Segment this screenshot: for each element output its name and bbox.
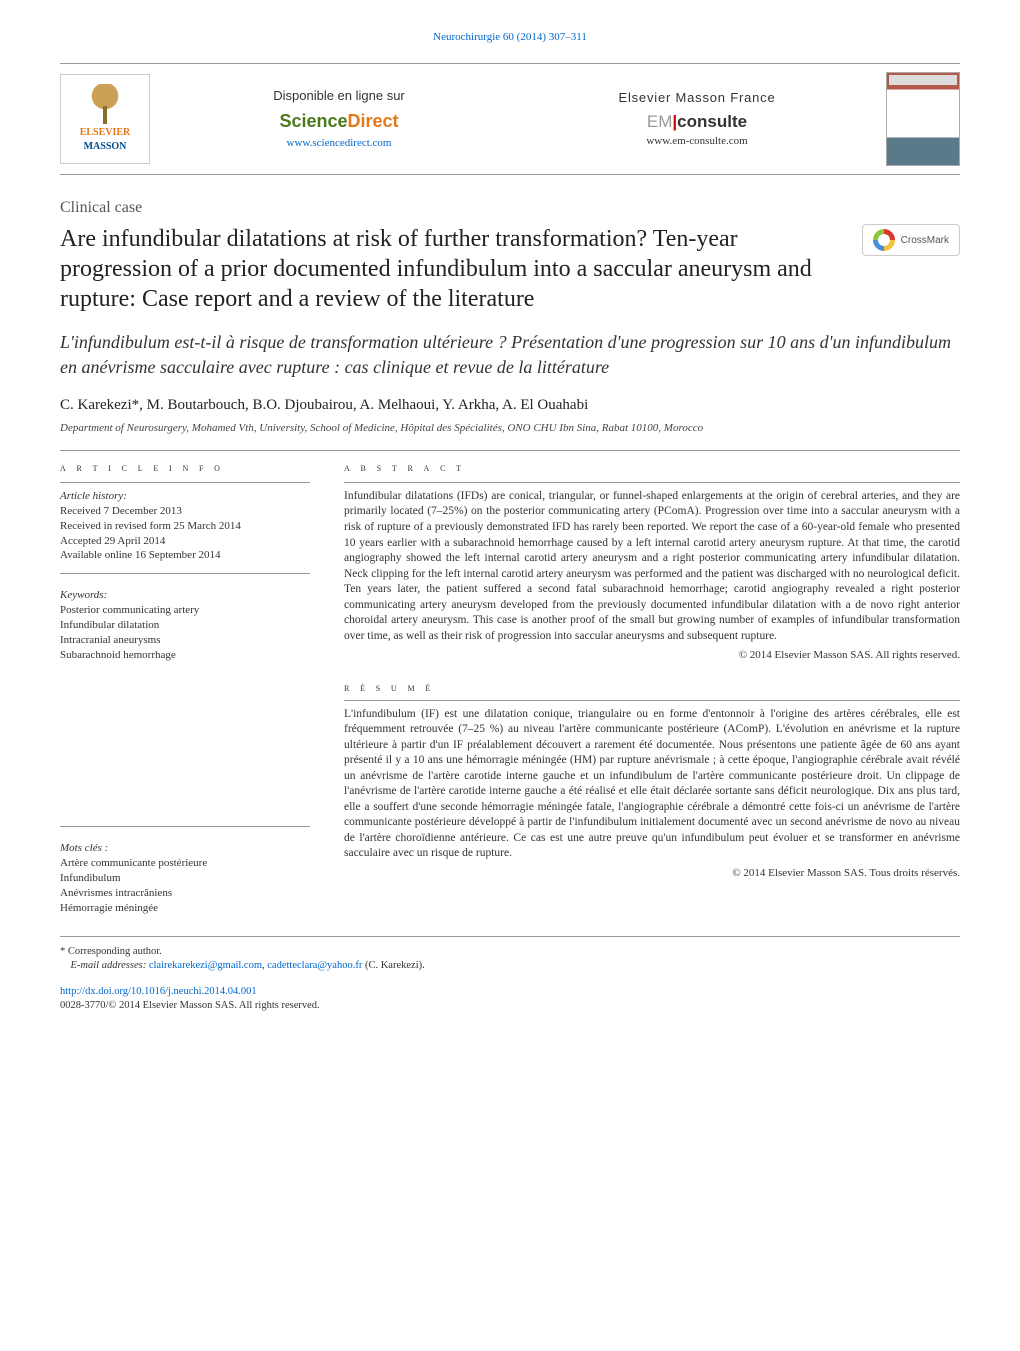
doi-link[interactable]: http://dx.doi.org/10.1016/j.neuchi.2014.… (60, 986, 257, 997)
corr-email-1[interactable]: clairekarekezi@gmail.com (149, 960, 262, 971)
emconsulte-url[interactable]: www.em-consulte.com (528, 134, 866, 149)
crossmark-label: CrossMark (901, 234, 949, 248)
article-title-french: L'infundibulum est-t-il à risque de tran… (60, 330, 960, 379)
article-info-label: a r t i c l e i n f o (60, 461, 310, 476)
doi-block: http://dx.doi.org/10.1016/j.neuchi.2014.… (60, 985, 960, 999)
emconsulte-block: Elsevier Masson France EM|consulte www.e… (528, 89, 866, 148)
affiliation: Department of Neurosurgery, Mohamed Vth,… (60, 421, 960, 436)
crossmark-icon (873, 229, 895, 251)
article-history: Article history: Received 7 December 201… (60, 489, 310, 563)
abstract-french: L'infundibulum (IF) est une dilatation c… (344, 707, 960, 862)
elsevier-masson-logo: ELSEVIER MASSON (60, 74, 150, 164)
sd-science: Science (279, 111, 347, 131)
em-prefix: EM (647, 112, 673, 131)
article-type: Clinical case (60, 197, 960, 219)
header-band: ELSEVIER MASSON Disponible en ligne sur … (60, 63, 960, 175)
corresponding-star: * Corresponding author. (60, 946, 162, 957)
keywords-list: Posterior communicating artery Infundibu… (60, 603, 310, 662)
history-revised: Received in revised form 25 March 2014 (60, 519, 310, 534)
emconsulte-logo[interactable]: EM|consulte (528, 111, 866, 134)
abstract-column: a b s t r a c t Infundibular dilatations… (344, 461, 960, 916)
history-received: Received 7 December 2013 (60, 504, 310, 519)
sciencedirect-logo[interactable]: ScienceDirect (170, 109, 508, 133)
authors-list: C. Karekezi*, M. Boutarbouch, B.O. Djoub… (60, 395, 960, 415)
abstract-label: a b s t r a c t (344, 461, 960, 476)
logo-line1: ELSEVIER (80, 126, 131, 140)
motscles-head: Mots clés : (60, 841, 310, 856)
journal-reference[interactable]: Neurochirurgie 60 (2014) 307–311 (60, 30, 960, 45)
journal-cover-thumbnail[interactable] (886, 72, 960, 166)
keywords-head: Keywords: (60, 588, 310, 603)
elsevier-masson-france-label: Elsevier Masson France (528, 89, 866, 107)
corresponding-author-block: * Corresponding author. E-mail addresses… (60, 945, 960, 973)
logo-line2: MASSON (84, 140, 127, 154)
article-info-column: a r t i c l e i n f o Article history: R… (60, 461, 310, 916)
abstract-english: Infundibular dilatations (IFDs) are coni… (344, 489, 960, 644)
crossmark-badge[interactable]: CrossMark (862, 224, 960, 256)
footer-divider (60, 936, 960, 937)
divider (60, 450, 960, 451)
sciencedirect-url[interactable]: www.sciencedirect.com (287, 137, 392, 149)
consulte-suffix: consulte (677, 112, 747, 131)
resume-label: r é s u m é (344, 681, 960, 696)
motscles-list: Artère communicante postérieure Infundib… (60, 856, 310, 915)
history-head: Article history: (60, 489, 310, 504)
history-accepted: Accepted 29 April 2014 (60, 534, 310, 549)
corr-author-ref: (C. Karekezi). (365, 960, 425, 971)
article-title-english: Are infundibular dilatations at risk of … (60, 224, 844, 314)
corr-email-2[interactable]: cadetteclara@yahoo.fr (267, 960, 362, 971)
emails-label: E-mail addresses: (71, 960, 147, 971)
sd-direct: Direct (348, 111, 399, 131)
available-online-label: Disponible en ligne sur (170, 87, 508, 105)
copyright-english: © 2014 Elsevier Masson SAS. All rights r… (344, 648, 960, 663)
copyright-french: © 2014 Elsevier Masson SAS. Tous droits … (344, 866, 960, 881)
sciencedirect-block: Disponible en ligne sur ScienceDirect ww… (170, 87, 508, 151)
issn-copyright-line: 0028-3770/© 2014 Elsevier Masson SAS. Al… (60, 999, 960, 1013)
tree-icon (88, 84, 122, 124)
history-online: Available online 16 September 2014 (60, 548, 310, 563)
